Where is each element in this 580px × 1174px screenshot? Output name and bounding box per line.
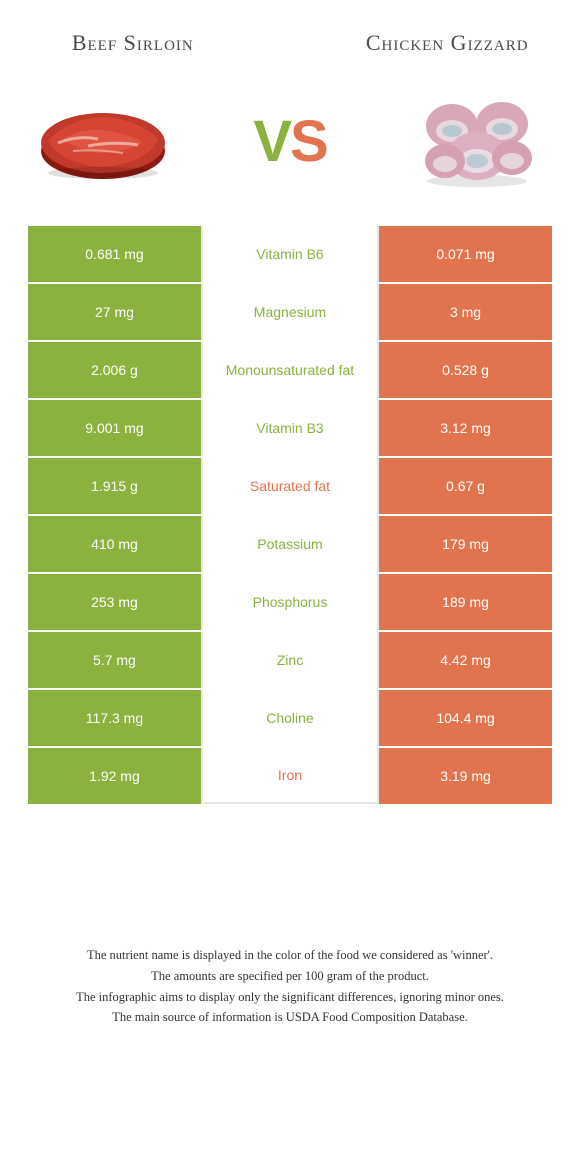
value-right: 0.071 mg [379, 226, 552, 282]
table-row: 253 mgPhosphorus189 mg [28, 574, 552, 632]
value-left: 5.7 mg [28, 632, 201, 688]
value-right: 3 mg [379, 284, 552, 340]
table-row: 5.7 mgZinc4.42 mg [28, 632, 552, 690]
footnote-line: The amounts are specified per 100 gram o… [38, 967, 542, 986]
value-left: 27 mg [28, 284, 201, 340]
table-row: 1.92 mgIron3.19 mg [28, 748, 552, 806]
value-left: 1.92 mg [28, 748, 201, 804]
footnote-line: The nutrient name is displayed in the co… [38, 946, 542, 965]
table-row: 410 mgPotassium179 mg [28, 516, 552, 574]
vs-letter-v: V [253, 109, 290, 174]
nutrient-label: Zinc [201, 632, 379, 688]
table-row: 2.006 gMonounsaturated fat0.528 g [28, 342, 552, 400]
value-left: 253 mg [28, 574, 201, 630]
table-row: 1.915 gSaturated fat0.67 g [28, 458, 552, 516]
title-right: Chicken Gizzard [342, 30, 552, 56]
footnote-line: The main source of information is USDA F… [38, 1008, 542, 1027]
nutrient-label: Vitamin B3 [201, 400, 379, 456]
value-left: 410 mg [28, 516, 201, 572]
footnotes: The nutrient name is displayed in the co… [28, 946, 552, 1027]
footnote-line: The infographic aims to display only the… [38, 988, 542, 1007]
nutrient-label: Monounsaturated fat [201, 342, 379, 398]
nutrient-label: Saturated fat [201, 458, 379, 514]
value-left: 2.006 g [28, 342, 201, 398]
images-row: VS [28, 86, 552, 196]
nutrient-label: Magnesium [201, 284, 379, 340]
table-row: 9.001 mgVitamin B33.12 mg [28, 400, 552, 458]
infographic-container: Beef Sirloin Chicken Gizzard VS [0, 0, 580, 1059]
table-row: 117.3 mgCholine104.4 mg [28, 690, 552, 748]
nutrient-label: Choline [201, 690, 379, 746]
title-left: Beef Sirloin [28, 30, 238, 56]
nutrient-label: Potassium [201, 516, 379, 572]
vs-letter-s: S [290, 109, 327, 174]
vs-label: VS [253, 108, 326, 175]
value-right: 4.42 mg [379, 632, 552, 688]
chicken-gizzard-image [402, 86, 552, 196]
beef-sirloin-image [28, 86, 178, 196]
value-right: 0.528 g [379, 342, 552, 398]
value-right: 189 mg [379, 574, 552, 630]
nutrient-label: Vitamin B6 [201, 226, 379, 282]
nutrient-label: Iron [201, 748, 379, 804]
value-left: 9.001 mg [28, 400, 201, 456]
value-right: 0.67 g [379, 458, 552, 514]
value-left: 117.3 mg [28, 690, 201, 746]
value-left: 0.681 mg [28, 226, 201, 282]
value-right: 3.19 mg [379, 748, 552, 804]
value-right: 179 mg [379, 516, 552, 572]
comparison-table: 0.681 mgVitamin B60.071 mg27 mgMagnesium… [28, 226, 552, 806]
value-right: 104.4 mg [379, 690, 552, 746]
table-row: 27 mgMagnesium3 mg [28, 284, 552, 342]
nutrient-label: Phosphorus [201, 574, 379, 630]
value-right: 3.12 mg [379, 400, 552, 456]
table-row: 0.681 mgVitamin B60.071 mg [28, 226, 552, 284]
value-left: 1.915 g [28, 458, 201, 514]
header-row: Beef Sirloin Chicken Gizzard [28, 30, 552, 56]
